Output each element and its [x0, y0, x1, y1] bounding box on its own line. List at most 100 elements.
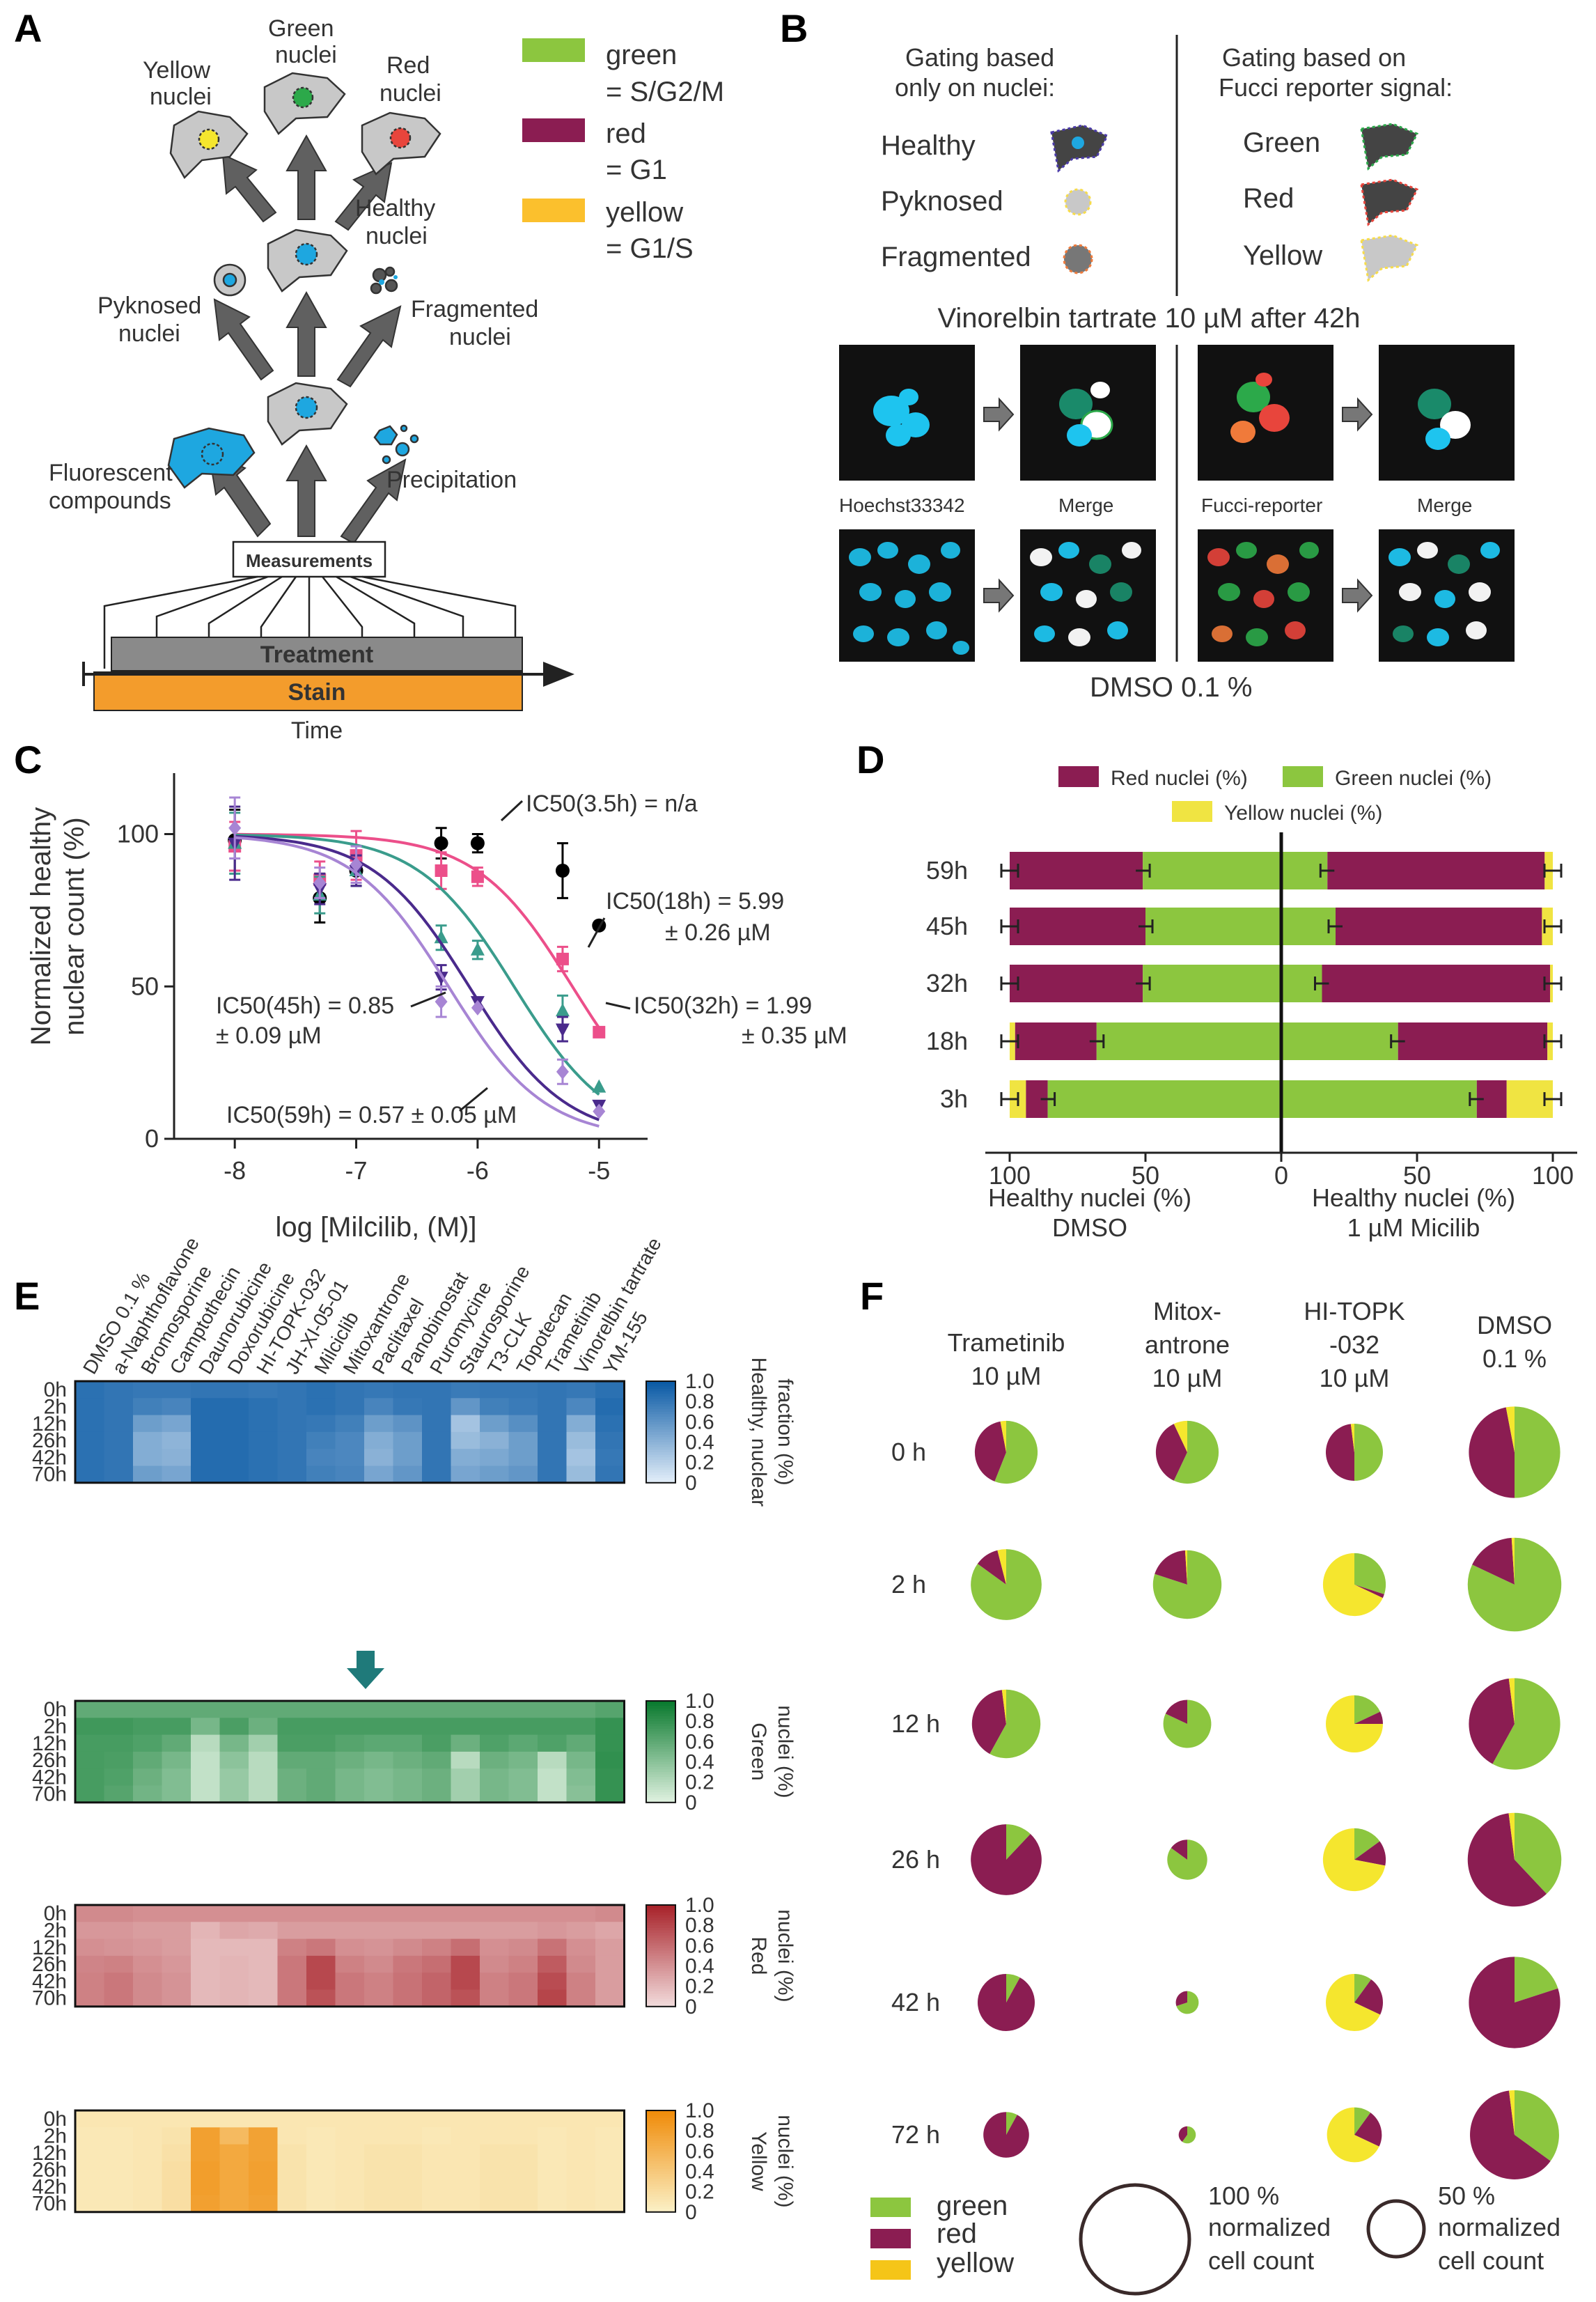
- ann-ic50-18h-2: ± 0.26 µM: [665, 919, 771, 946]
- c-point-59h: [228, 820, 242, 836]
- e-cell: [219, 2144, 249, 2162]
- e-cell: [162, 1718, 191, 1736]
- d-bar-micilib-red: [1398, 1022, 1548, 1060]
- e-cell: [451, 2178, 480, 2195]
- e-cell: [480, 1465, 509, 1484]
- time-label: Time: [291, 717, 343, 744]
- e-cell: [451, 2110, 480, 2128]
- ann-ic50-18h-1: IC50(18h) = 5.99: [606, 888, 784, 915]
- f-pie-slice-y: [997, 1549, 1006, 1585]
- c-xtick-label: -5: [588, 1156, 610, 1185]
- e-cell: [480, 1989, 509, 2007]
- e-colorbar-step: [646, 1383, 675, 1387]
- e-colorbar-step: [646, 1439, 675, 1443]
- e-cell: [104, 1955, 134, 1973]
- e-colorbar-step: [646, 1429, 675, 1433]
- e-cell: [508, 1955, 538, 1973]
- d-xtick-label: 50: [1132, 1161, 1159, 1190]
- e-colorbar-step: [646, 1467, 675, 1471]
- e-colorbar-step: [646, 2179, 675, 2182]
- e-cell: [480, 1938, 509, 1957]
- e-colorbar-step: [646, 2199, 675, 2202]
- e-colorbar-step: [646, 1396, 675, 1400]
- e-cell: [306, 1734, 336, 1752]
- d-bar-micilib-red: [1336, 908, 1542, 945]
- e-cell: [480, 1415, 509, 1433]
- c-point-32h: [470, 942, 485, 956]
- e-cell: [566, 1431, 596, 1449]
- e-colorbar-step: [646, 2168, 675, 2172]
- e-cell: [219, 1398, 249, 1416]
- e-colorbar-step: [646, 2146, 675, 2149]
- panel-b: B Gating based only on nuclei: Gating ba…: [780, 6, 1515, 703]
- e-cell: [306, 1973, 336, 1990]
- e-cell: [566, 2178, 596, 2195]
- gating-icon-green: [1360, 123, 1419, 171]
- e-cell: [75, 1734, 104, 1752]
- e-colorbar-step: [646, 1925, 675, 1929]
- e-colorbar-border: [646, 2110, 676, 2213]
- e-cell: [104, 1751, 134, 1769]
- e-colorbar-step: [646, 1746, 675, 1750]
- d-row-label: 18h: [926, 1027, 968, 1055]
- e-colorbar-step: [646, 1449, 675, 1453]
- e-cell: [75, 1701, 104, 1718]
- e-cell: [219, 1989, 249, 2007]
- e-cell: [306, 2161, 336, 2179]
- e-cell: [219, 1701, 249, 1718]
- e-colorbar-step: [646, 1437, 675, 1440]
- e-colorbar-tick: 1.0: [685, 1894, 714, 1917]
- f-pie-slice-y: [1508, 2090, 1515, 2135]
- f-pie-slice-r: [1467, 1813, 1547, 1907]
- e-colorbar-step: [646, 1933, 675, 1936]
- label-fragmented-2: nuclei: [449, 324, 511, 350]
- e-cell: [133, 1431, 162, 1449]
- e-colorbar-step: [646, 1968, 675, 1972]
- d-row-label: 32h: [926, 969, 968, 997]
- e-cell: [75, 1938, 104, 1957]
- pathway-arrows: [208, 134, 407, 545]
- e-colorbar-step: [646, 1782, 675, 1785]
- e-cell: [162, 1398, 191, 1416]
- e-colorbar-step: [646, 1970, 675, 1975]
- e-cell: [538, 2195, 567, 2213]
- panel-c-label: C: [14, 738, 42, 781]
- e-cell: [538, 1905, 567, 1922]
- e-cell: [219, 1718, 249, 1736]
- e-colorbar-border: [646, 1904, 676, 2007]
- e-colorbar-step: [646, 1915, 675, 1918]
- label-precipitation: Precipitation: [386, 467, 517, 493]
- e-cell: [335, 2161, 365, 2179]
- f-pie-slice-g: [1006, 1824, 1031, 1860]
- e-cell: [335, 2110, 365, 2128]
- e-cell: [393, 1973, 423, 1990]
- e-colorbar-step: [646, 1910, 675, 1913]
- e-colorbar-tick: 1.0: [685, 1370, 714, 1393]
- e-colorbar-tick: 0.2: [685, 1771, 714, 1794]
- e-cell: [538, 1751, 567, 1769]
- e-colorbar-step: [646, 1947, 675, 1952]
- e-colorbar-step: [646, 1713, 675, 1717]
- e-cell: [249, 1938, 278, 1957]
- e-cell: [277, 1398, 307, 1416]
- e-cell: [508, 1973, 538, 1990]
- e-cell: [277, 1768, 307, 1786]
- e-row-label: 70h: [32, 2193, 67, 2216]
- e-cell: [566, 2144, 596, 2162]
- e-cell: [191, 2178, 220, 2195]
- e-cell: [393, 2127, 423, 2145]
- d-bar-micilib-green: [1281, 1080, 1477, 1118]
- e-cell: [480, 1449, 509, 1466]
- f-pie-slice-g: [1515, 1406, 1560, 1498]
- c-annotations: IC50(3.5h) = n/a IC50(18h) = 5.99 ± 0.26…: [216, 791, 847, 1128]
- nucleus-start: [295, 396, 318, 419]
- legend-swatch-yellow: [522, 199, 585, 222]
- e-cell: [75, 1955, 104, 1973]
- e-colorbar-tick: 0.6: [685, 1410, 714, 1433]
- d-bar-dmso-green: [1096, 1022, 1281, 1060]
- e-cell: [508, 1989, 538, 2007]
- d-xlabel-left-2: DMSO: [1052, 1213, 1127, 1242]
- e-colorbar-step: [646, 1963, 675, 1967]
- c-point-45h: [555, 1023, 570, 1037]
- f-col-header: 10 µM: [1152, 1364, 1223, 1392]
